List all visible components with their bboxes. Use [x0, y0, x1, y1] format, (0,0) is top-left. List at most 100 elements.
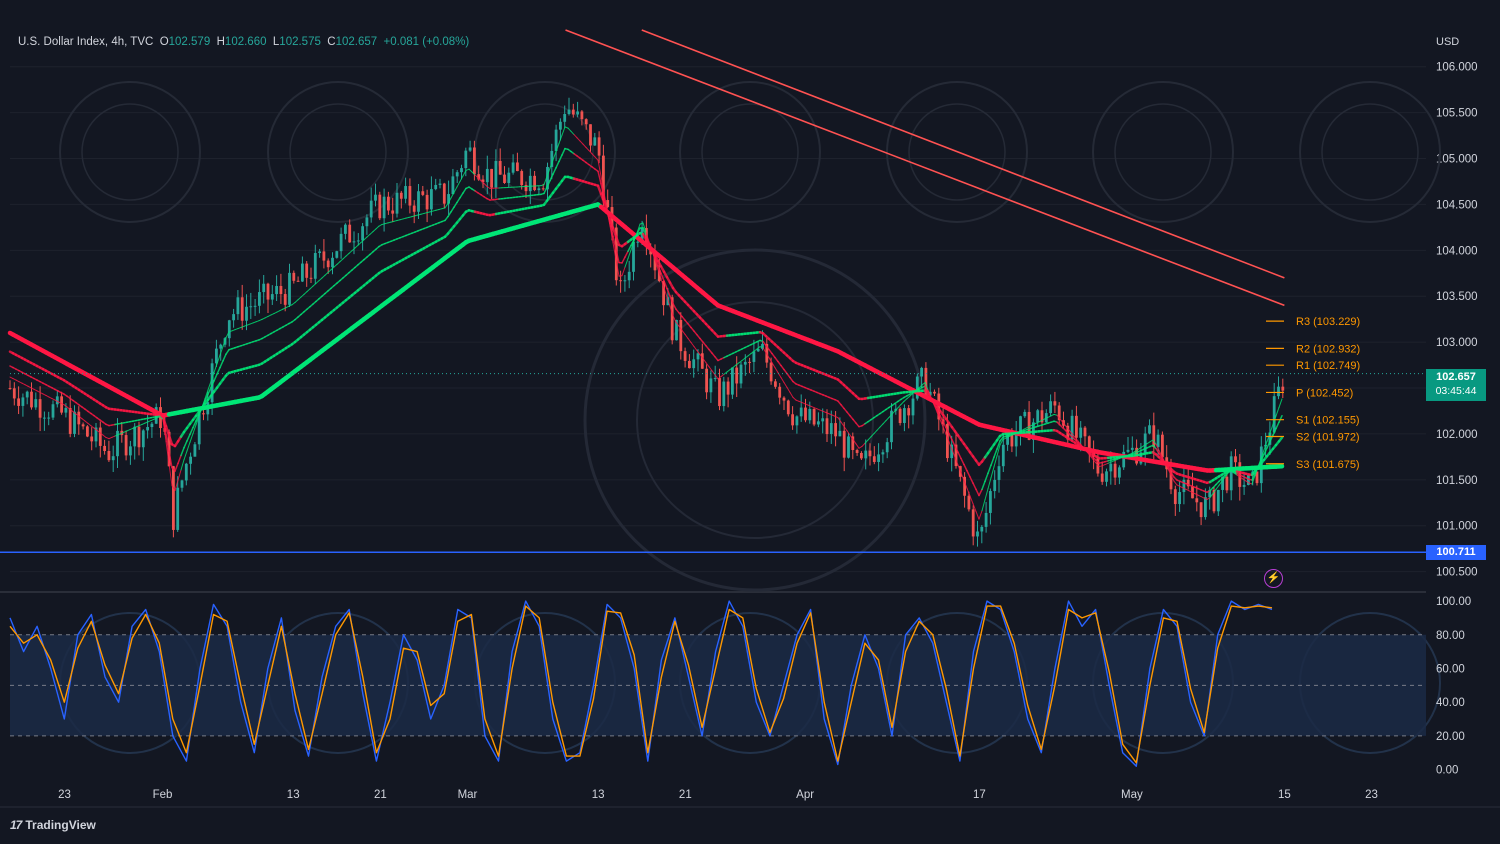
ma-ribbon-segment: [624, 258, 629, 268]
ma-ribbon-segment: [993, 448, 998, 458]
candle-body: [490, 168, 493, 188]
ma-ribbon-segment: [942, 426, 947, 435]
candle-body: [782, 397, 786, 401]
currency-label[interactable]: USD: [1436, 36, 1460, 48]
ma-ribbon-segment: [978, 488, 983, 497]
ma-ribbon-segment: [351, 247, 356, 252]
ma-ribbon-segment: [990, 466, 995, 479]
ma-ribbon-segment: [885, 416, 890, 422]
watermark-seal: [496, 103, 594, 201]
candle-body: [116, 430, 119, 457]
ma-ribbon-segment: [231, 329, 236, 332]
candle-body: [77, 411, 81, 425]
ma-ribbon-segment: [684, 319, 689, 325]
candle-body: [993, 479, 997, 492]
ma-ribbon-segment: [12, 378, 17, 381]
candle-body: [571, 109, 575, 115]
ma-ribbon-segment: [762, 340, 767, 347]
ma-ribbon-segment: [816, 408, 821, 411]
pivot-label: S3 (101.675): [1296, 459, 1360, 471]
ma-ribbon-segment: [705, 362, 710, 368]
candle-body: [1130, 447, 1134, 450]
candle-body: [933, 391, 936, 394]
candle-body: [133, 426, 137, 447]
candle-body: [528, 175, 532, 192]
watermark-seal: [1092, 81, 1234, 223]
ma-ribbon-segment: [954, 456, 959, 466]
ma-ribbon-segment: [1167, 468, 1172, 476]
candle-body: [1118, 467, 1121, 478]
ma-ribbon-segment: [366, 233, 371, 238]
candle-body: [653, 254, 657, 271]
ma-ribbon-segment: [348, 250, 353, 254]
ma-ribbon-segment: [1125, 454, 1130, 457]
ma-ribbon-segment: [102, 434, 107, 438]
candle-body: [30, 391, 33, 408]
candle-body: [1001, 444, 1005, 467]
pivot-label: S1 (102.155): [1296, 415, 1360, 427]
ma-ribbon-segment: [237, 326, 242, 330]
ma-ribbon-segment: [1044, 416, 1049, 420]
ma-ribbon-segment: [852, 418, 857, 424]
ma-ribbon-segment: [408, 216, 413, 218]
lightning-icon[interactable]: ⚡: [1264, 569, 1283, 588]
ma-ribbon-segment: [840, 421, 845, 427]
ma-ribbon-segment: [795, 399, 800, 402]
candle-body: [438, 183, 442, 185]
ma-ribbon-segment: [447, 197, 452, 204]
ma-ribbon-segment: [1182, 487, 1187, 490]
candle-body: [1156, 434, 1160, 447]
candle-body: [877, 454, 880, 462]
open-value: 102.579: [168, 36, 211, 48]
ma-ribbon-segment: [1080, 444, 1085, 449]
candle-body: [374, 194, 377, 201]
ma-ribbon-segment: [981, 499, 986, 512]
x-tick-label: 15: [1278, 789, 1291, 801]
candle-body: [507, 172, 511, 183]
ma-ribbon-segment: [444, 215, 449, 222]
ma-ribbon-segment: [690, 326, 695, 332]
ma-ribbon-segment: [999, 439, 1004, 446]
ma-ribbon-segment: [174, 479, 179, 491]
ma-ribbon-segment: [465, 168, 470, 171]
ma-ribbon-segment: [1242, 478, 1247, 482]
oscillator-line: [9, 600, 1273, 767]
candle-body: [253, 305, 257, 307]
candle-body: [68, 408, 72, 434]
ma-ribbon-segment: [549, 159, 554, 169]
ma-ribbon-segment: [996, 440, 1001, 450]
candle-body: [481, 179, 485, 183]
close-label: C: [327, 36, 336, 48]
ma-ribbon-segment: [599, 192, 606, 204]
ma-ribbon-segment: [972, 482, 977, 491]
ma-ribbon-segment: [855, 422, 860, 428]
ma-ribbon-segment: [606, 208, 611, 227]
ma-ribbon-segment: [207, 380, 212, 391]
x-tick-label: 21: [679, 789, 692, 801]
ma-ribbon-segment: [648, 241, 653, 252]
candle-body: [425, 194, 429, 210]
tradingview-logo[interactable]: 17 TradingView: [10, 818, 96, 832]
candle-body: [408, 186, 412, 206]
ma-ribbon-segment: [1275, 406, 1280, 417]
ma-ribbon-segment: [288, 304, 293, 307]
close-value: 102.657: [335, 36, 378, 48]
candle-body: [34, 399, 38, 408]
ma-ribbon-segment: [219, 360, 224, 369]
candle-body: [541, 188, 545, 190]
candle-body: [1070, 415, 1074, 440]
ma-ribbon-segment: [165, 440, 170, 465]
candle-body: [21, 397, 25, 406]
ma-ribbon-segment: [840, 404, 845, 410]
candle-body: [193, 444, 197, 457]
ma-ribbon-segment: [708, 348, 713, 354]
candle-body: [984, 512, 988, 527]
y-tick-label: 103.000: [1436, 337, 1478, 349]
support-price-tag: 100.711: [1426, 545, 1486, 560]
ma-ribbon-segment: [198, 406, 203, 417]
ma-ribbon-segment: [810, 405, 815, 409]
ma-ribbon-segment: [252, 321, 257, 324]
brand-label: TradingView: [25, 818, 96, 832]
symbol-title[interactable]: U.S. Dollar Index, 4h, TVC: [18, 36, 154, 48]
